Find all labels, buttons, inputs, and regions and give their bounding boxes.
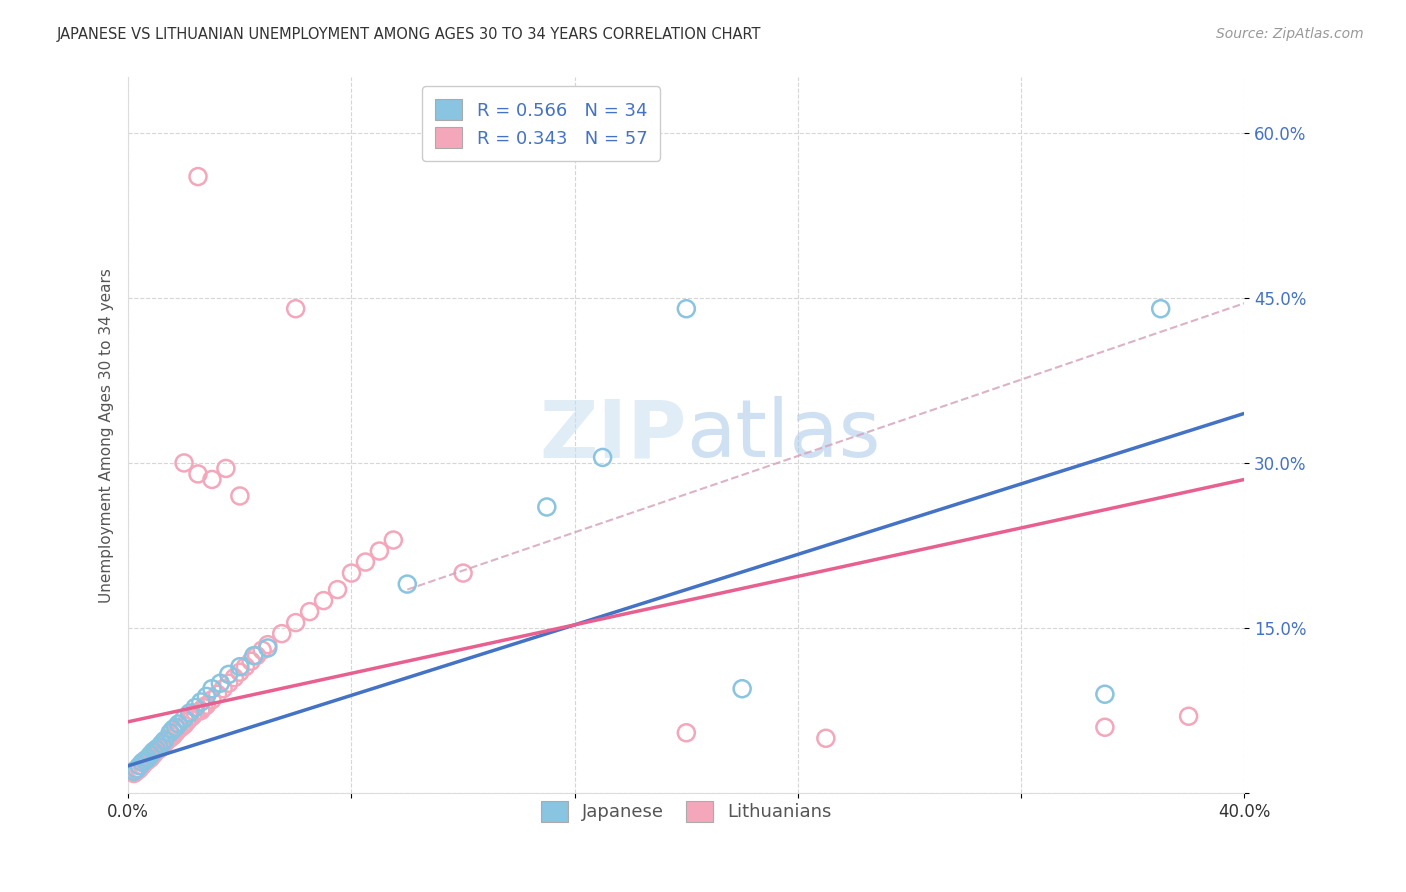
Lithuanians: [179, 711, 201, 725]
Japanese: [128, 759, 150, 773]
Lithuanians: [150, 740, 173, 755]
Lithuanians: [122, 766, 145, 780]
Japanese: [142, 744, 165, 758]
Lithuanians: [312, 593, 335, 607]
Japanese: [190, 695, 212, 709]
Lithuanians: [165, 725, 187, 739]
Lithuanians: [148, 742, 170, 756]
Japanese: [592, 450, 614, 465]
Japanese: [167, 717, 190, 731]
Lithuanians: [340, 566, 363, 580]
Lithuanians: [159, 731, 181, 746]
Japanese: [148, 740, 170, 755]
Lithuanians: [125, 764, 148, 779]
Lithuanians: [814, 731, 837, 746]
Lithuanians: [451, 566, 474, 580]
Lithuanians: [184, 706, 207, 720]
Japanese: [201, 681, 224, 696]
Japanese: [153, 733, 176, 747]
Lithuanians: [167, 723, 190, 737]
Lithuanians: [145, 744, 167, 758]
Legend: Japanese, Lithuanians: Japanese, Lithuanians: [529, 789, 845, 834]
Lithuanians: [354, 555, 377, 569]
Lithuanians: [1094, 720, 1116, 734]
Lithuanians: [134, 756, 156, 770]
Japanese: [162, 723, 184, 737]
Japanese: [125, 762, 148, 776]
Japanese: [195, 690, 218, 704]
Japanese: [131, 756, 153, 770]
Lithuanians: [201, 692, 224, 706]
Text: Source: ZipAtlas.com: Source: ZipAtlas.com: [1216, 27, 1364, 41]
Japanese: [218, 667, 240, 681]
Lithuanians: [193, 700, 215, 714]
Lithuanians: [284, 615, 307, 630]
Lithuanians: [162, 729, 184, 743]
Japanese: [229, 659, 252, 673]
Lithuanians: [224, 671, 246, 685]
Japanese: [150, 737, 173, 751]
Lithuanians: [675, 725, 697, 739]
Japanese: [1150, 301, 1173, 316]
Japanese: [184, 700, 207, 714]
Text: ZIP: ZIP: [538, 396, 686, 475]
Lithuanians: [298, 605, 321, 619]
Japanese: [536, 500, 558, 514]
Japanese: [209, 676, 232, 690]
Lithuanians: [187, 169, 209, 184]
Lithuanians: [250, 643, 273, 657]
Japanese: [165, 720, 187, 734]
Lithuanians: [136, 753, 159, 767]
Lithuanians: [382, 533, 405, 547]
Lithuanians: [176, 714, 198, 729]
Japanese: [136, 751, 159, 765]
Lithuanians: [1177, 709, 1199, 723]
Lithuanians: [142, 747, 165, 762]
Japanese: [243, 648, 266, 663]
Japanese: [139, 747, 162, 762]
Lithuanians: [201, 473, 224, 487]
Lithuanians: [240, 654, 263, 668]
Lithuanians: [187, 467, 209, 481]
Lithuanians: [153, 737, 176, 751]
Lithuanians: [195, 698, 218, 713]
Japanese: [122, 764, 145, 779]
Lithuanians: [173, 456, 195, 470]
Japanese: [256, 640, 278, 655]
Lithuanians: [190, 704, 212, 718]
Japanese: [1094, 687, 1116, 701]
Lithuanians: [218, 676, 240, 690]
Text: JAPANESE VS LITHUANIAN UNEMPLOYMENT AMONG AGES 30 TO 34 YEARS CORRELATION CHART: JAPANESE VS LITHUANIAN UNEMPLOYMENT AMON…: [56, 27, 761, 42]
Lithuanians: [128, 762, 150, 776]
Lithuanians: [170, 720, 193, 734]
Y-axis label: Unemployment Among Ages 30 to 34 years: Unemployment Among Ages 30 to 34 years: [100, 268, 114, 603]
Lithuanians: [131, 759, 153, 773]
Lithuanians: [156, 733, 179, 747]
Japanese: [731, 681, 754, 696]
Lithuanians: [181, 709, 204, 723]
Lithuanians: [326, 582, 349, 597]
Japanese: [675, 301, 697, 316]
Lithuanians: [229, 489, 252, 503]
Lithuanians: [368, 544, 391, 558]
Lithuanians: [207, 687, 229, 701]
Lithuanians: [284, 301, 307, 316]
Lithuanians: [235, 659, 257, 673]
Text: atlas: atlas: [686, 396, 880, 475]
Lithuanians: [246, 648, 269, 663]
Lithuanians: [270, 626, 292, 640]
Japanese: [179, 706, 201, 720]
Lithuanians: [212, 681, 235, 696]
Lithuanians: [256, 638, 278, 652]
Lithuanians: [215, 461, 238, 475]
Japanese: [173, 711, 195, 725]
Lithuanians: [229, 665, 252, 680]
Japanese: [396, 577, 419, 591]
Japanese: [159, 725, 181, 739]
Japanese: [134, 753, 156, 767]
Lithuanians: [139, 751, 162, 765]
Lithuanians: [173, 718, 195, 732]
Japanese: [145, 742, 167, 756]
